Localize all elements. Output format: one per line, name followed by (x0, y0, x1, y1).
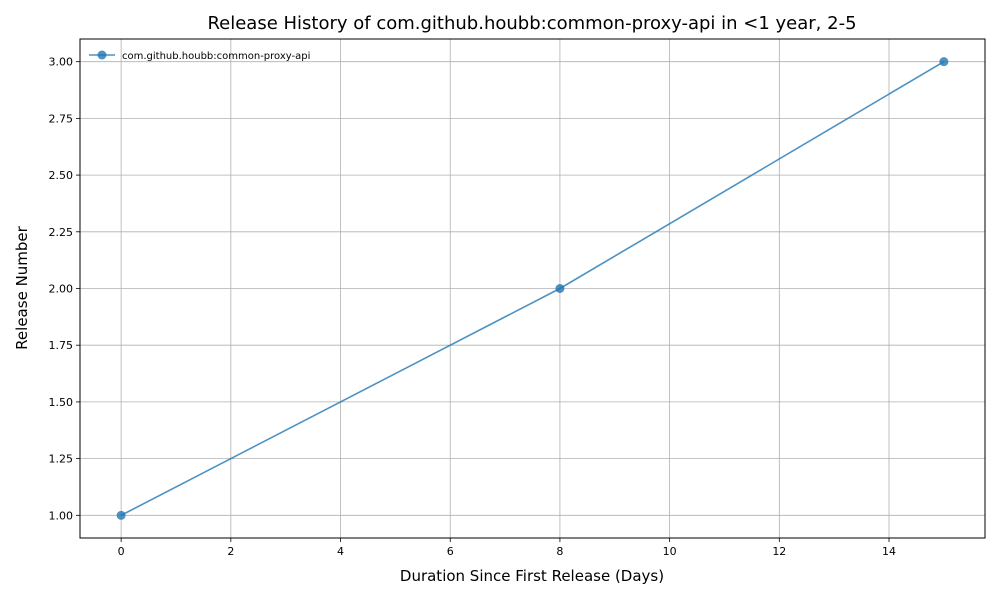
x-tick-label: 2 (227, 545, 234, 558)
plot-frame (79, 38, 986, 539)
y-tick-label: 1.00 (49, 509, 74, 522)
data-point (116, 510, 126, 520)
y-tick-label: 2.50 (49, 169, 74, 182)
legend: com.github.houbb:common-proxy-api (89, 50, 310, 62)
legend-marker (97, 50, 107, 60)
y-tick-label: 1.50 (49, 396, 74, 409)
y-tick-label: 1.25 (49, 453, 74, 466)
x-tick-label: 6 (447, 545, 454, 558)
series-layer (116, 57, 949, 520)
y-tick-label: 3.00 (49, 56, 74, 69)
x-tick-label: 8 (556, 545, 563, 558)
x-tick-label: 12 (772, 545, 786, 558)
x-tick-label: 10 (663, 545, 677, 558)
y-tick-label: 2.00 (49, 283, 74, 296)
y-tick-label: 2.25 (49, 226, 74, 239)
chart-title: Release History of com.github.houbb:comm… (207, 13, 856, 34)
y-tick-label: 2.75 (49, 112, 74, 125)
x-tick-label: 4 (337, 545, 344, 558)
y-axis-label: Release Number (13, 225, 31, 349)
axis-ticks: 0 2 4 6 8 10 12 14 1.00 1.25 1.50 1.75 2.00 2.25 2.50 2… (49, 56, 897, 558)
x-axis-label: Duration Since First Release (Days) (400, 567, 664, 585)
legend-entry: com.github.houbb:common-proxy-api (122, 51, 310, 62)
x-tick-label: 14 (882, 545, 896, 558)
data-point (939, 57, 949, 67)
grid (80, 39, 985, 538)
x-tick-label: 0 (118, 545, 125, 558)
data-point (555, 284, 565, 293)
y-tick-label: 1.75 (49, 339, 74, 352)
